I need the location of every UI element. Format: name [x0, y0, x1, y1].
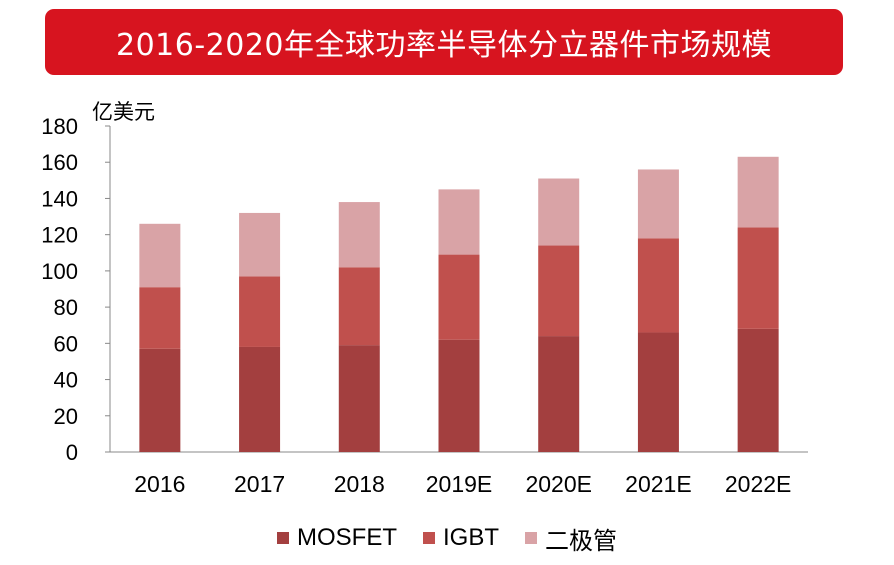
legend-label: IGBT	[442, 524, 499, 551]
legend-label: MOSFET	[296, 524, 397, 551]
y-tick-label: 180	[41, 114, 78, 139]
bar-二极管-2019e	[438, 189, 480, 255]
bar-mosfet-2018	[338, 345, 380, 452]
bar-igbt-2019e	[438, 254, 480, 340]
bar-二极管-2018	[338, 202, 380, 268]
bar-mosfet-2019e	[438, 339, 480, 452]
bar-mosfet-2020e	[538, 336, 580, 452]
legend-item: 二极管	[525, 521, 617, 556]
x-tick-label: 2020E	[525, 471, 592, 497]
legend-swatch	[525, 532, 537, 544]
y-tick-label: 40	[54, 368, 78, 393]
bar-mosfet-2022e	[737, 328, 779, 452]
bar-mosfet-2017	[239, 346, 281, 452]
y-tick-label: 100	[41, 259, 78, 284]
legend-label: 二极管	[545, 527, 617, 555]
bar-igbt-2016	[139, 287, 181, 349]
y-tick-label: 60	[54, 331, 78, 356]
x-tick-label: 2019E	[426, 471, 493, 497]
bar-igbt-2021e	[637, 238, 679, 333]
y-tick-label: 20	[54, 404, 78, 429]
chart-title: 2016-2020年全球功率半导体分立器件市场规模	[115, 28, 773, 63]
x-tick-label: 2022E	[725, 471, 792, 497]
bar-二极管-2021e	[637, 169, 679, 239]
bar-二极管-2016	[139, 223, 181, 288]
bar-igbt-2022e	[737, 227, 779, 329]
x-tick-label: 2018	[334, 471, 385, 497]
legend-swatch	[422, 532, 435, 544]
y-tick-label: 120	[41, 223, 78, 248]
bar-mosfet-2016	[139, 348, 181, 452]
y-tick-label: 0	[66, 440, 78, 465]
y-tick-label: 80	[54, 295, 78, 320]
bar-二极管-2022e	[737, 156, 779, 228]
bar-igbt-2017	[239, 276, 281, 347]
y-axis-unit-label: 亿美元	[92, 100, 155, 124]
legend: MOSFET IGBT 二极管	[0, 520, 894, 556]
legend-item: MOSFET	[276, 524, 397, 552]
bar-igbt-2020e	[538, 245, 580, 337]
legend-swatch	[276, 532, 289, 544]
legend-item: IGBT	[422, 524, 499, 552]
bar-二极管-2020e	[538, 178, 580, 246]
bar-igbt-2018	[338, 267, 380, 346]
bar-二极管-2017	[239, 212, 281, 277]
x-tick-label: 2016	[134, 471, 185, 497]
bar-mosfet-2021e	[637, 332, 679, 452]
title-banner: 2016-2020年全球功率半导体分立器件市场规模	[45, 9, 843, 75]
x-tick-label: 2021E	[625, 471, 692, 497]
y-tick-label: 160	[41, 150, 78, 175]
stacked-bar-chart: 0 20 40 60 80 100 120 140 160 180 2016 2017 2018 2019…	[41, 114, 808, 497]
y-tick-label: 140	[41, 186, 78, 211]
x-tick-label: 2017	[234, 471, 285, 497]
